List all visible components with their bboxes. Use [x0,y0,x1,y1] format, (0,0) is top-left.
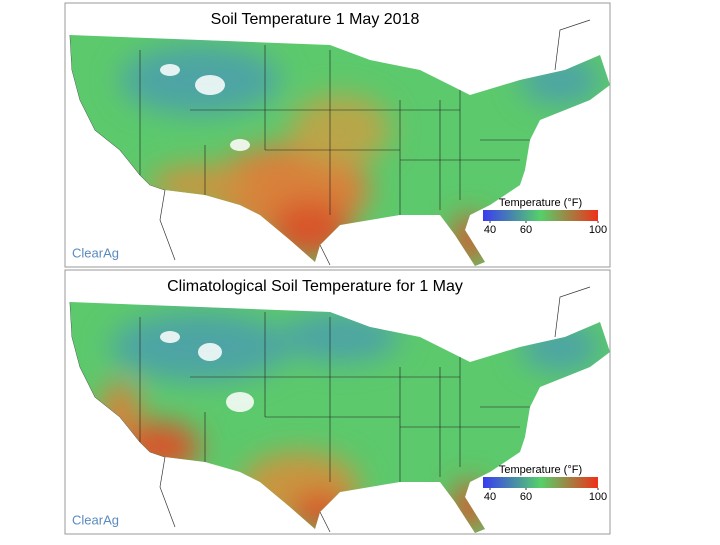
colorbar-tick-label: 60 [520,224,532,236]
legend: Temperature (°F) 40 60 100 [483,197,607,236]
map-panel: Climatological Soil Temperature for 1 Ma… [64,269,611,535]
colorbar-tick-label: 100 [589,491,607,503]
logo: ClearAg [72,512,119,527]
legend-title: Temperature (°F) [499,197,582,209]
map-title: Soil Temperature 1 May 2018 [211,11,420,28]
map-title: Climatological Soil Temperature for 1 Ma… [167,278,463,295]
colorbar-tick-label: 60 [520,491,532,503]
logo: ClearAg [72,245,119,260]
colorbar [483,477,598,488]
legend: Temperature (°F) 40 60 100 [483,464,607,503]
colorbar-tick-label: 100 [589,224,607,236]
map-panel: Soil Temperature 1 May 2018 ClearAg Temp… [64,2,611,268]
colorbar-tick-label: 40 [484,224,496,236]
legend-title: Temperature (°F) [499,464,582,476]
colorbar-tick-label: 40 [484,491,496,503]
colorbar [483,210,598,221]
